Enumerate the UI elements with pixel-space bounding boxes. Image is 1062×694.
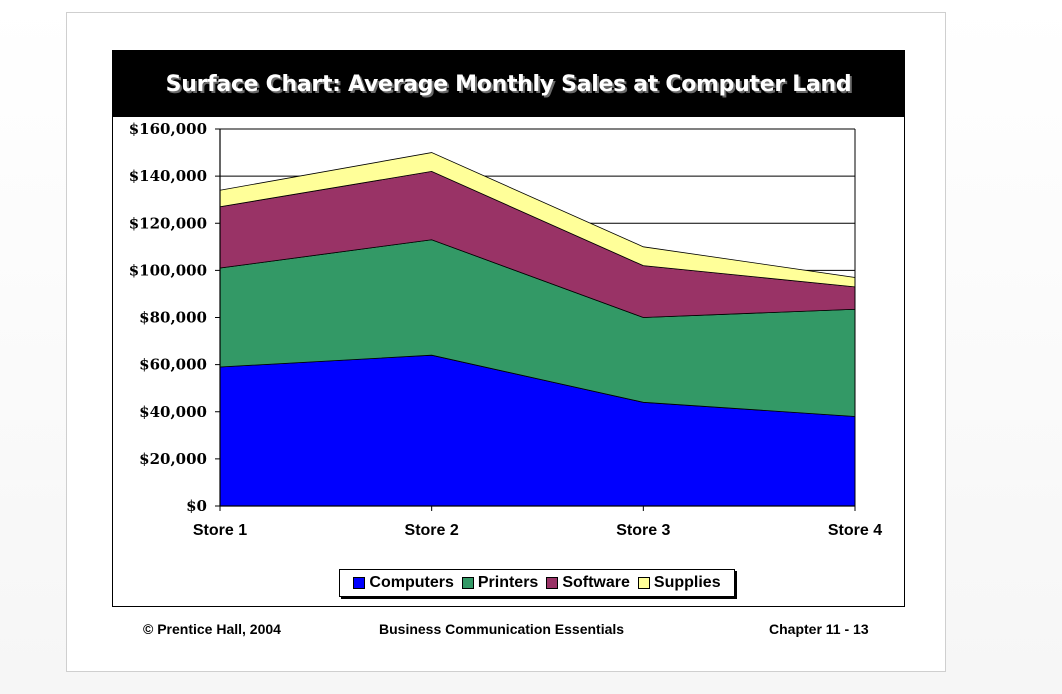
legend-item-printers: Printers [461,574,539,592]
legend-swatch-printers [461,577,474,589]
x-tick-label: Store 1 [193,522,247,537]
legend-item-software: Software [546,574,630,592]
chart-plot: $0 $20,000 $40,000 $60,000 $80,000 $100,000 $1… [129,120,883,537]
footer-copyright: © Prentice Hall, 2004 [143,621,281,637]
y-tick-label: $0 [186,497,207,515]
y-tick-label: $60,000 [139,356,207,374]
legend-label-printers: Printers [477,574,539,591]
y-tick-label: $20,000 [139,450,207,468]
x-tick-label: Store 4 [828,522,882,537]
chart-title: Surface Chart: Average Monthly Sales at … [165,71,852,97]
y-tick-label: $140,000 [129,167,207,185]
legend-label-supplies: Supplies [653,574,721,591]
y-tick-label: $160,000 [129,120,207,138]
legend-swatch-computers [353,577,366,589]
footer-chapter: Chapter 11 - 13 [769,621,869,637]
legend-label-software: Software [562,574,630,591]
x-tick-label: Store 2 [405,522,459,537]
legend-swatch-software [546,577,559,589]
legend-item-computers: Computers [353,574,454,592]
chart-legend: Computers Printers Software Supplies [339,569,735,597]
y-tick-label: $120,000 [129,214,207,232]
legend-swatch-supplies [637,577,650,589]
x-tick-label: Store 3 [616,522,670,537]
legend-label-computers: Computers [369,574,454,591]
y-tick-label: $100,000 [129,261,207,279]
axes [215,128,856,511]
x-tick-labels: Store 1 Store 2 Store 3 Store 4 [193,522,882,537]
chart-title-bar: Surface Chart: Average Monthly Sales at … [113,51,904,117]
y-tick-label: $40,000 [139,403,207,421]
legend-item-supplies: Supplies [637,574,721,592]
slide: Surface Chart: Average Monthly Sales at … [66,12,946,672]
y-tick-labels: $0 $20,000 $40,000 $60,000 $80,000 $100,000 $1… [129,120,207,515]
chart-frame: Surface Chart: Average Monthly Sales at … [112,50,905,607]
area-series [219,152,856,507]
y-tick-label: $80,000 [139,309,207,327]
footer-course-title: Business Communication Essentials [379,621,625,637]
